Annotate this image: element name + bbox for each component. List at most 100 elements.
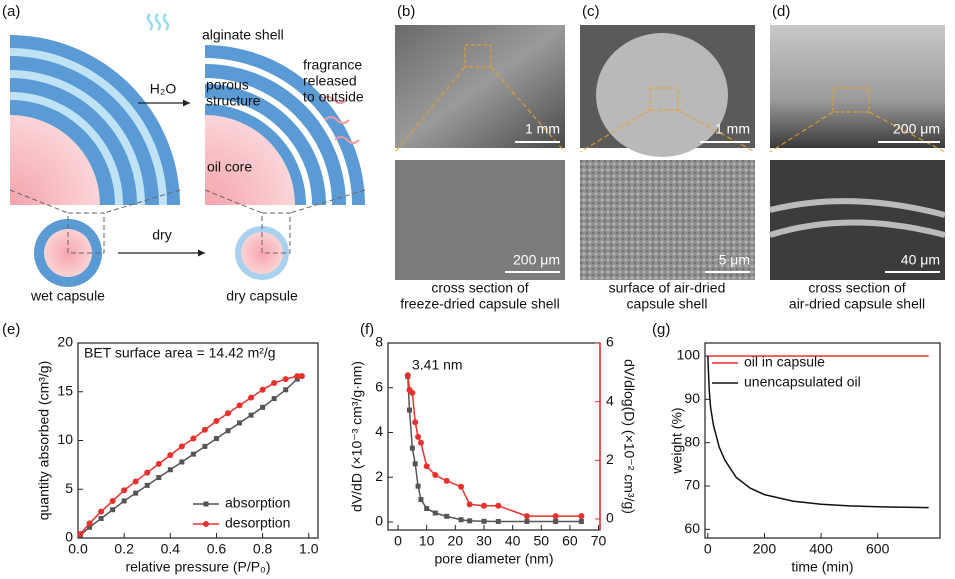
- y-tick-label: 0: [65, 529, 73, 545]
- x-tick-label: 400: [809, 541, 833, 557]
- y-tick-label: 15: [57, 382, 73, 398]
- marker: [298, 373, 305, 380]
- x-tick-label: 60: [562, 533, 578, 549]
- y-tick-label: 70: [684, 477, 700, 493]
- marker: [271, 396, 277, 402]
- marker: [225, 410, 231, 417]
- marker: [133, 490, 139, 496]
- scale-label: 200 μm: [893, 121, 940, 137]
- legend-marker: [203, 521, 209, 527]
- marker: [481, 518, 487, 524]
- marker: [225, 428, 231, 434]
- marker: [523, 513, 530, 520]
- x-tick-label: 0.8: [253, 541, 273, 557]
- marker: [423, 463, 430, 470]
- marker: [179, 459, 185, 465]
- marker: [409, 389, 416, 396]
- scale-label: 200 μm: [513, 252, 560, 268]
- series-line: [707, 355, 929, 509]
- y2-axis-label: dV/dlog(D) (×10⁻² cm³/g): [621, 359, 637, 514]
- marker: [412, 461, 418, 467]
- x-tick-label: 0.6: [207, 541, 227, 557]
- marker: [409, 445, 415, 451]
- caption: surface of air-dried: [609, 280, 726, 296]
- marker: [98, 516, 104, 521]
- marker: [418, 497, 424, 503]
- annotation: BET surface area = 14.42 m²/g: [84, 345, 276, 361]
- capsule-wall-dry: [205, 45, 365, 205]
- zoom-lines: [394, 66, 946, 153]
- y-tick-label: 60: [684, 520, 700, 536]
- marker: [466, 501, 473, 508]
- x-tick-label: 0.0: [68, 541, 88, 557]
- y-axis-label: quantity absorbed (cm³/g): [36, 361, 52, 521]
- x-tick-label: 50: [533, 533, 549, 549]
- marker: [415, 483, 421, 489]
- y2-tick-label: 0: [606, 510, 614, 526]
- marker: [432, 472, 439, 478]
- label: wet capsule: [30, 288, 105, 304]
- legend-label: unencapsulated oil: [744, 374, 861, 390]
- marker: [552, 513, 559, 520]
- legend-label: desorption: [225, 515, 290, 531]
- marker: [283, 387, 289, 393]
- caption: cross section of: [431, 280, 528, 296]
- marker: [248, 394, 255, 401]
- marker: [578, 513, 585, 520]
- marker: [467, 518, 473, 524]
- marker: [495, 519, 501, 524]
- panel-label: (b): [397, 3, 415, 20]
- panel-label: (e): [2, 321, 20, 338]
- label: structure: [206, 93, 261, 109]
- label: to outside: [303, 89, 364, 105]
- panel-label: (d): [772, 3, 790, 20]
- capsule-sphere: [596, 33, 728, 157]
- marker: [167, 452, 174, 459]
- sem-image: [770, 25, 945, 148]
- vapor-icon: [146, 13, 170, 31]
- caption: cross section of: [808, 280, 905, 296]
- diagram: H₂O dry alginate shell porous structure …: [9, 13, 366, 304]
- x-tick-label: 1.0: [299, 541, 319, 557]
- marker: [415, 433, 422, 440]
- scale-label: 1 mm: [715, 121, 750, 137]
- y2-tick-label: 2: [606, 451, 614, 467]
- marker: [480, 502, 487, 509]
- y-tick-label: 5: [65, 480, 73, 496]
- caption: freeze-dried capsule shell: [400, 296, 560, 312]
- marker: [190, 435, 197, 442]
- panel-label: (f): [360, 321, 374, 338]
- x-tick-label: 10: [419, 533, 435, 549]
- marker: [260, 404, 266, 410]
- marker: [444, 513, 450, 519]
- marker: [77, 531, 84, 538]
- marker: [406, 407, 412, 413]
- marker: [213, 418, 220, 424]
- x-tick-label: 40: [505, 533, 521, 549]
- annotation: 3.41 nm: [412, 357, 463, 373]
- marker: [202, 443, 208, 449]
- x-axis-label: time (min): [791, 559, 853, 575]
- y-tick-label: 100: [677, 347, 701, 363]
- marker: [86, 520, 93, 527]
- marker: [578, 519, 584, 524]
- marker: [248, 412, 254, 418]
- marker: [132, 478, 139, 485]
- y-tick-label: 90: [684, 390, 700, 406]
- marker: [553, 519, 559, 524]
- sem-image: [580, 160, 755, 280]
- x-tick-label: 0: [704, 541, 712, 557]
- y-tick-label: 8: [375, 334, 383, 350]
- arrow-head: [183, 99, 190, 107]
- scale-label: 1 mm: [525, 121, 560, 137]
- y-tick-label: 0: [375, 513, 383, 529]
- y-tick-label: 10: [57, 431, 73, 447]
- x-tick-label: 70: [591, 533, 607, 549]
- x-tick-label: 30: [476, 533, 492, 549]
- y-tick-label: 2: [375, 468, 383, 484]
- fragrance-icon: [321, 96, 360, 144]
- label: released: [303, 73, 357, 89]
- panel-label: (g): [652, 321, 670, 338]
- marker: [236, 402, 243, 409]
